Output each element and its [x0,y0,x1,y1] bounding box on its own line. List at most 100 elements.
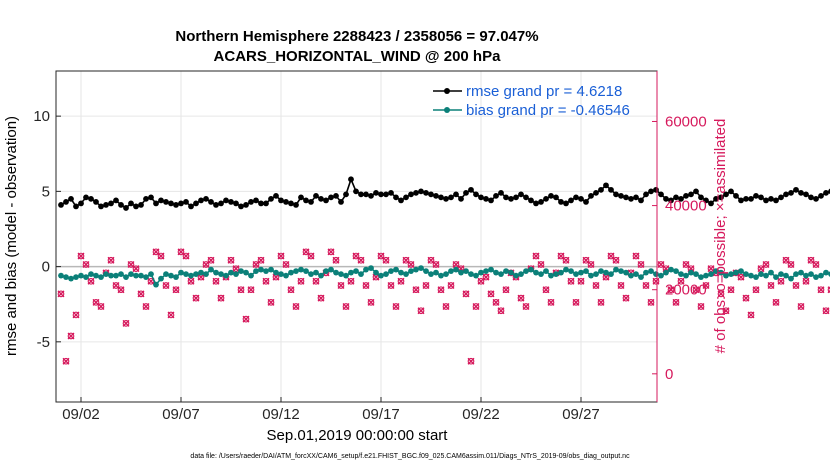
rmse-point [253,197,259,204]
bias-point [788,275,794,282]
obs-assimilated-point [297,277,305,285]
obs-possible-point [62,357,70,365]
rmse-point [553,194,559,201]
bias-point [548,272,554,279]
y-right-tick-label: 40000 [665,198,707,215]
obs-assimilated-point [437,286,445,294]
obs-possible-point [317,294,325,302]
rmse-point [808,194,814,201]
rmse-point [143,195,149,202]
bias-point [283,272,289,279]
obs-possible-point [632,252,640,260]
bias-point [323,268,329,275]
rmse-point [688,191,694,198]
obs-assimilated-point [237,286,245,294]
bias-point [78,272,84,279]
rmse-point [58,202,64,208]
bias-point [613,266,619,273]
bias-point [268,266,274,273]
rmse-point [93,198,99,205]
rmse-point [463,189,469,196]
rmse-point [133,203,139,210]
rmse-point [733,192,739,199]
obs-possible-point [417,307,425,315]
obs-assimilated-point [157,252,165,260]
bias-point [198,269,204,276]
bias-point [373,269,379,276]
obs-assimilated-point [772,298,780,306]
bias-point [108,272,114,279]
rmse-point [803,191,809,198]
bias-point [453,266,459,273]
rmse-point [513,194,519,201]
rmse-point [73,203,79,210]
obs-assimilated-point [827,286,830,294]
bias-point [233,271,239,278]
obs-possible-point [812,261,820,268]
bias-point [618,268,624,275]
rmse-point [413,189,419,196]
rmse-point [208,198,214,205]
obs-possible-point [262,277,270,285]
obs-possible-point [347,277,355,285]
obs-possible-point [337,282,345,289]
rmse-point [278,197,284,204]
rmse-point [783,191,789,198]
obs-possible-point [652,277,660,285]
obs-assimilated-point [717,290,725,298]
rmse-point [288,200,294,207]
rmse-point [343,191,349,198]
chart-title: Northern Hemisphere 2288423 / 2358056 = … [175,28,538,65]
bias-point [288,269,294,276]
bias-point [383,271,389,278]
bias-point [658,272,664,279]
bias-point [98,274,104,281]
obs-possible-point [282,261,290,268]
obs-assimilated-point [347,277,355,285]
obs-possible-point [97,303,105,310]
obs-possible-point [257,256,265,264]
rmse-point [173,202,179,208]
obs-possible-point [667,286,675,294]
bias-point [58,272,64,279]
obs-assimilated-point [722,307,730,315]
obs-possible-point [137,290,145,298]
rmse-point [538,198,544,205]
obs-assimilated-point [107,256,115,264]
bias-point [68,275,74,282]
bias-point [653,271,659,278]
rmse-point [63,198,69,205]
obs-assimilated-point [697,303,705,311]
rmse-point [658,191,664,198]
obs-assimilated-point [372,273,380,281]
obs-assimilated-point [572,298,580,306]
rmse-point [568,197,574,204]
legend-bias-label: bias grand pr = -0.46546 [466,102,630,119]
rmse-point [718,194,724,201]
data-file-footer: data file: /Users/raeder/DAI/ATM_forcXX/… [190,453,630,460]
plot-area [56,71,657,402]
obs-assimilated-point [77,252,85,260]
bias-point [433,269,439,276]
obs-possible-point [227,256,235,264]
obs-assimilated-point [342,303,350,311]
obs-assimilated-point [192,294,200,302]
rmse-point [488,197,494,204]
obs-possible-point [377,252,385,260]
obs-possible-point [697,303,705,310]
rmse-point [433,192,439,199]
rmse-point [708,200,714,207]
obs-assimilated-point [502,286,510,294]
rmse-point [98,203,104,210]
obs-assimilated-point [167,311,175,319]
bias-point [148,271,154,278]
rmse-point [418,188,424,195]
rmse-point [748,195,754,202]
bias-point [113,272,119,279]
obs-possible-point [432,261,440,268]
obs-possible-point [482,273,490,281]
bias-point [398,269,404,276]
rmse-point [738,197,744,204]
obs-assimilated-point [72,311,80,319]
obs-assimilated-point [747,311,755,319]
